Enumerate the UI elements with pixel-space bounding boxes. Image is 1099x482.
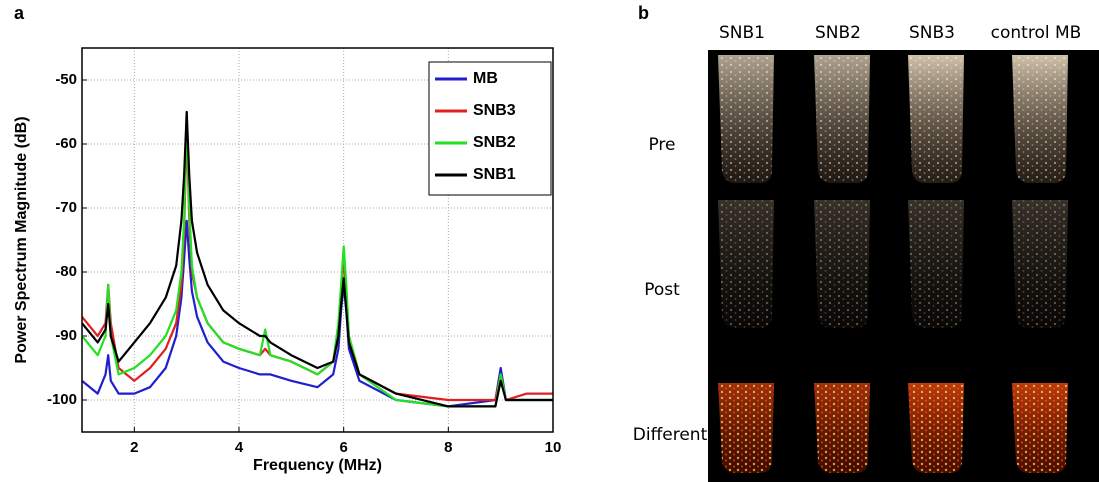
ultrasound-speckle	[1012, 383, 1068, 473]
ultrasound-speckle	[718, 200, 774, 328]
y-axis-title: Power Spectrum Magnitude (dB)	[13, 116, 30, 363]
legend-label: SNB2	[473, 134, 516, 151]
x-tick-label: 10	[545, 439, 562, 456]
y-tick-label: -70	[55, 199, 77, 216]
y-tick-label: -50	[55, 71, 77, 88]
y-tick-label: -80	[55, 263, 77, 280]
x-axis-title: Frequency (MHz)	[253, 457, 382, 474]
x-tick-label: 8	[444, 439, 452, 456]
row-label: Different	[633, 425, 708, 445]
y-tick-label: -60	[55, 135, 77, 152]
ultrasound-speckle	[908, 55, 964, 183]
panel-label: a	[14, 3, 25, 23]
legend-box	[428, 61, 552, 196]
ultrasound-speckle	[908, 200, 964, 328]
ultrasound-speckle	[814, 383, 870, 473]
ultrasound-speckle	[814, 55, 870, 183]
column-label: SNB3	[909, 23, 955, 43]
ultrasound-speckle	[908, 383, 964, 473]
series-line	[82, 110, 553, 408]
column-label: SNB2	[815, 23, 861, 43]
y-tick-label: -100	[47, 391, 77, 408]
legend-label: MB	[473, 70, 498, 87]
ultrasound-speckle	[1012, 200, 1068, 328]
column-label: control MB	[991, 23, 1082, 43]
ultrasound-speckle	[1012, 55, 1068, 183]
y-tick-label: -90	[55, 327, 77, 344]
x-tick-label: 4	[235, 439, 244, 456]
series-line	[82, 110, 553, 408]
row-label: Post	[644, 280, 680, 300]
column-label: SNB1	[719, 23, 765, 43]
image-panel: SNB1 SNB2 SNB3 control MB Pre Post Different	[633, 23, 1099, 482]
ultrasound-speckle	[718, 55, 774, 183]
legend-label: SNB1	[473, 166, 516, 183]
series-line	[82, 219, 553, 408]
x-tick-label: 6	[339, 439, 347, 456]
ultrasound-speckle	[718, 383, 774, 473]
plot-frame	[81, 47, 554, 433]
ultrasound-speckle	[814, 200, 870, 328]
panel-label: b	[638, 3, 649, 23]
legend-label: SNB3	[473, 102, 516, 119]
x-tick-label: 2	[130, 439, 138, 456]
row-label: Pre	[648, 135, 675, 155]
